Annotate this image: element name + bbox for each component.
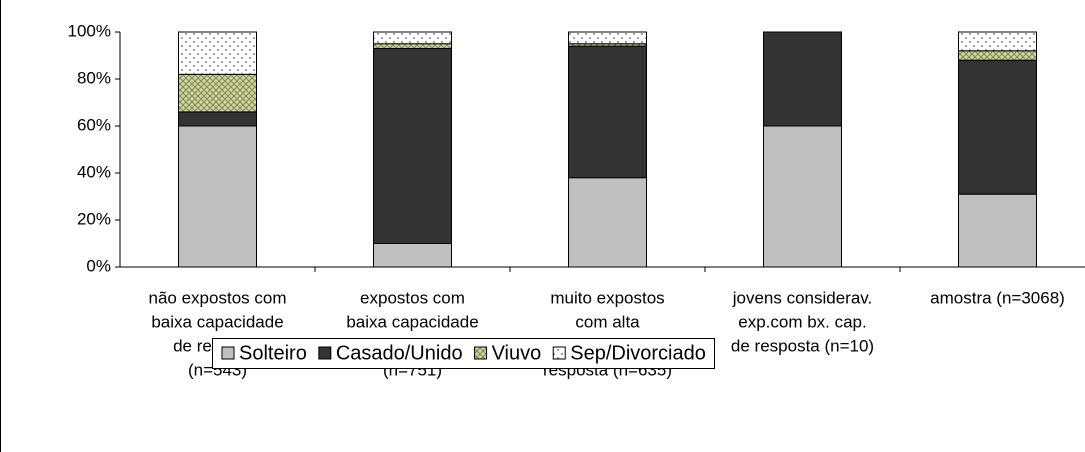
y-tick-label: 100% <box>68 21 111 40</box>
bar-segment <box>373 243 452 268</box>
bar-segment <box>178 125 257 268</box>
y-tick-label: 20% <box>77 209 111 228</box>
bar-segment <box>568 31 647 45</box>
bar-segment <box>373 43 452 49</box>
bar-segment <box>958 50 1037 61</box>
y-tick-label: 0% <box>86 256 111 275</box>
x-tick-label: baixa capacidade <box>151 312 283 331</box>
legend-label: Casado/Unido <box>336 342 463 364</box>
y-tick-label: 60% <box>77 115 111 134</box>
bar-segment <box>373 31 452 45</box>
bar-segment <box>958 59 1037 195</box>
legend-swatch <box>552 346 566 360</box>
legend-swatch <box>474 346 488 360</box>
bar-segment <box>958 31 1037 52</box>
legend-swatch <box>221 346 235 360</box>
legend-box <box>212 338 715 369</box>
y-tick-label: 80% <box>77 68 111 87</box>
legend-label: Viuvo <box>492 342 542 364</box>
bar-segment <box>568 45 647 179</box>
x-tick-label: de resposta (n=10) <box>731 336 874 355</box>
x-tick-label: muito expostos <box>550 288 664 307</box>
bar-segment <box>178 73 257 113</box>
bar-segment <box>568 177 647 268</box>
y-tick-label: 40% <box>77 162 111 181</box>
bar-segment <box>763 31 842 127</box>
bar-segment <box>178 111 257 127</box>
legend-label: Sep/Divorciado <box>570 342 706 364</box>
x-tick-label: amostra (n=3068) <box>930 288 1065 307</box>
legend-label: Solteiro <box>239 342 307 364</box>
x-tick-label: com alta <box>575 312 640 331</box>
x-tick-label: exp.com bx. cap. <box>738 312 867 331</box>
bar-segment <box>178 31 257 75</box>
x-tick-label: expostos com <box>360 288 465 307</box>
bar-segment <box>373 47 452 245</box>
legend-swatch <box>318 346 332 360</box>
x-tick-label: jovens considerav. <box>732 288 873 307</box>
x-tick-label: baixa capacidade <box>346 312 478 331</box>
bar-segment <box>958 193 1037 268</box>
bar-segment <box>763 125 842 268</box>
x-tick-label: não expostos com <box>149 288 287 307</box>
